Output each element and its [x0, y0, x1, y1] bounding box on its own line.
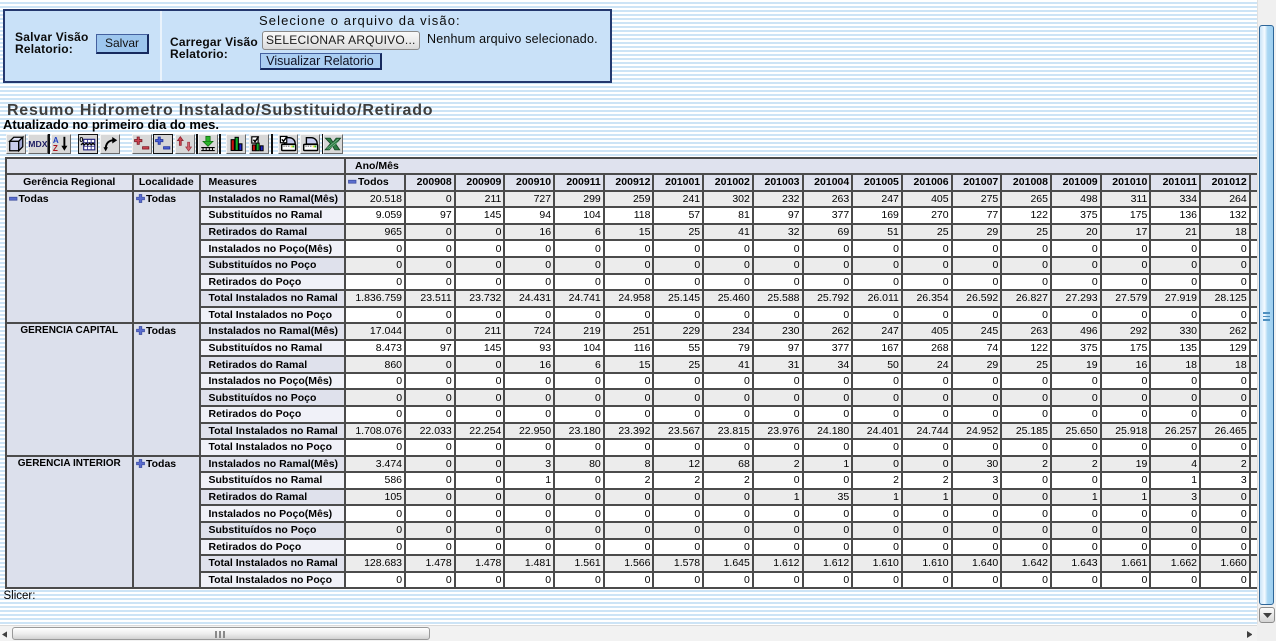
svg-text:A: A: [52, 136, 58, 145]
svg-text:0: 0: [79, 135, 83, 144]
svg-text:Z: Z: [52, 144, 57, 153]
